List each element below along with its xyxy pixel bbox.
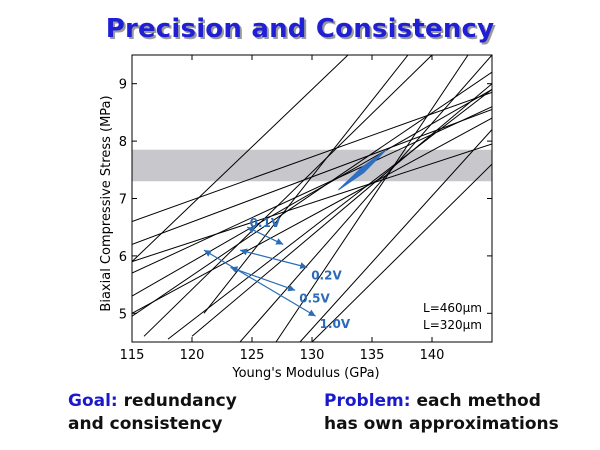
series-line-l3 [132,88,492,297]
series-line-l12 [311,163,492,342]
goal-label: Goal: [68,391,118,411]
x-tick-label: 115 [120,348,145,363]
goal-text-line1: redundancy [117,391,237,411]
series-line-l8 [191,83,492,337]
legend-entry: L=320μm [423,318,482,332]
x-tick-label: 140 [420,348,445,363]
arrow-head-end-0-1v [247,227,256,234]
arrow-head-start-0-1v [275,238,284,245]
x-tick-label: 120 [180,348,205,363]
legend-entry: L=460μm [423,301,482,315]
x-tick-label: 130 [300,348,325,363]
problem-text-line1: each method [410,391,541,411]
arrow-line-1-0v [203,249,316,317]
goal-caption: Goal: redundancy and consistency [68,390,237,436]
x-tick-label: 135 [360,348,385,363]
series-line-l9 [239,55,492,342]
series-line-l7 [167,89,492,340]
problem-label: Problem: [324,391,411,411]
annotation-label-0-2v: 0.2V [311,268,342,282]
arrow-head-end-1-0v [204,250,212,257]
y-tick-label: 5 [119,307,127,322]
series-line-l4 [132,71,492,317]
series-line-l13 [143,55,433,337]
y-tick-label: 8 [119,135,127,150]
x-tick-label: 125 [240,348,265,363]
arrow-line-0-5v [230,266,296,291]
arrow-head-end-0-2v [240,248,248,256]
arrow-line-0-2v [239,249,308,268]
arrow-head-start-0-2v [299,262,308,270]
series-line-l11 [299,129,492,342]
annotation-label-0-1v: 0.1V [250,216,281,230]
intersection-region [338,149,387,191]
y-tick-label: 7 [119,193,127,208]
series-line-l1 [132,91,492,222]
series-line-l16 [132,143,492,263]
x-axis-label: Young's Modulus (GPa) [231,366,379,381]
arrow-head-end-0-5v [230,266,239,274]
problem-text-line2: has own approximations [324,414,559,434]
slide-title: Precision and Consistency [105,14,495,44]
series-line-l10 [275,55,469,342]
goal-text-line2: and consistency [68,414,223,434]
problem-caption: Problem: each method has own approximati… [324,390,559,436]
annotation-label-0-5v: 0.5V [299,291,330,305]
y-tick-label: 9 [119,78,127,93]
y-axis-label: Biaxial Compressive Stress (MPa) [99,95,114,311]
arrow-head-start-1-0v [307,309,316,317]
y-tick-label: 6 [119,250,127,265]
series-line-l5 [132,117,492,314]
annotation-label-1-0v: 1.0V [320,317,351,331]
arrow-head-start-0-5v [287,284,296,292]
series-line-l14 [132,55,349,262]
